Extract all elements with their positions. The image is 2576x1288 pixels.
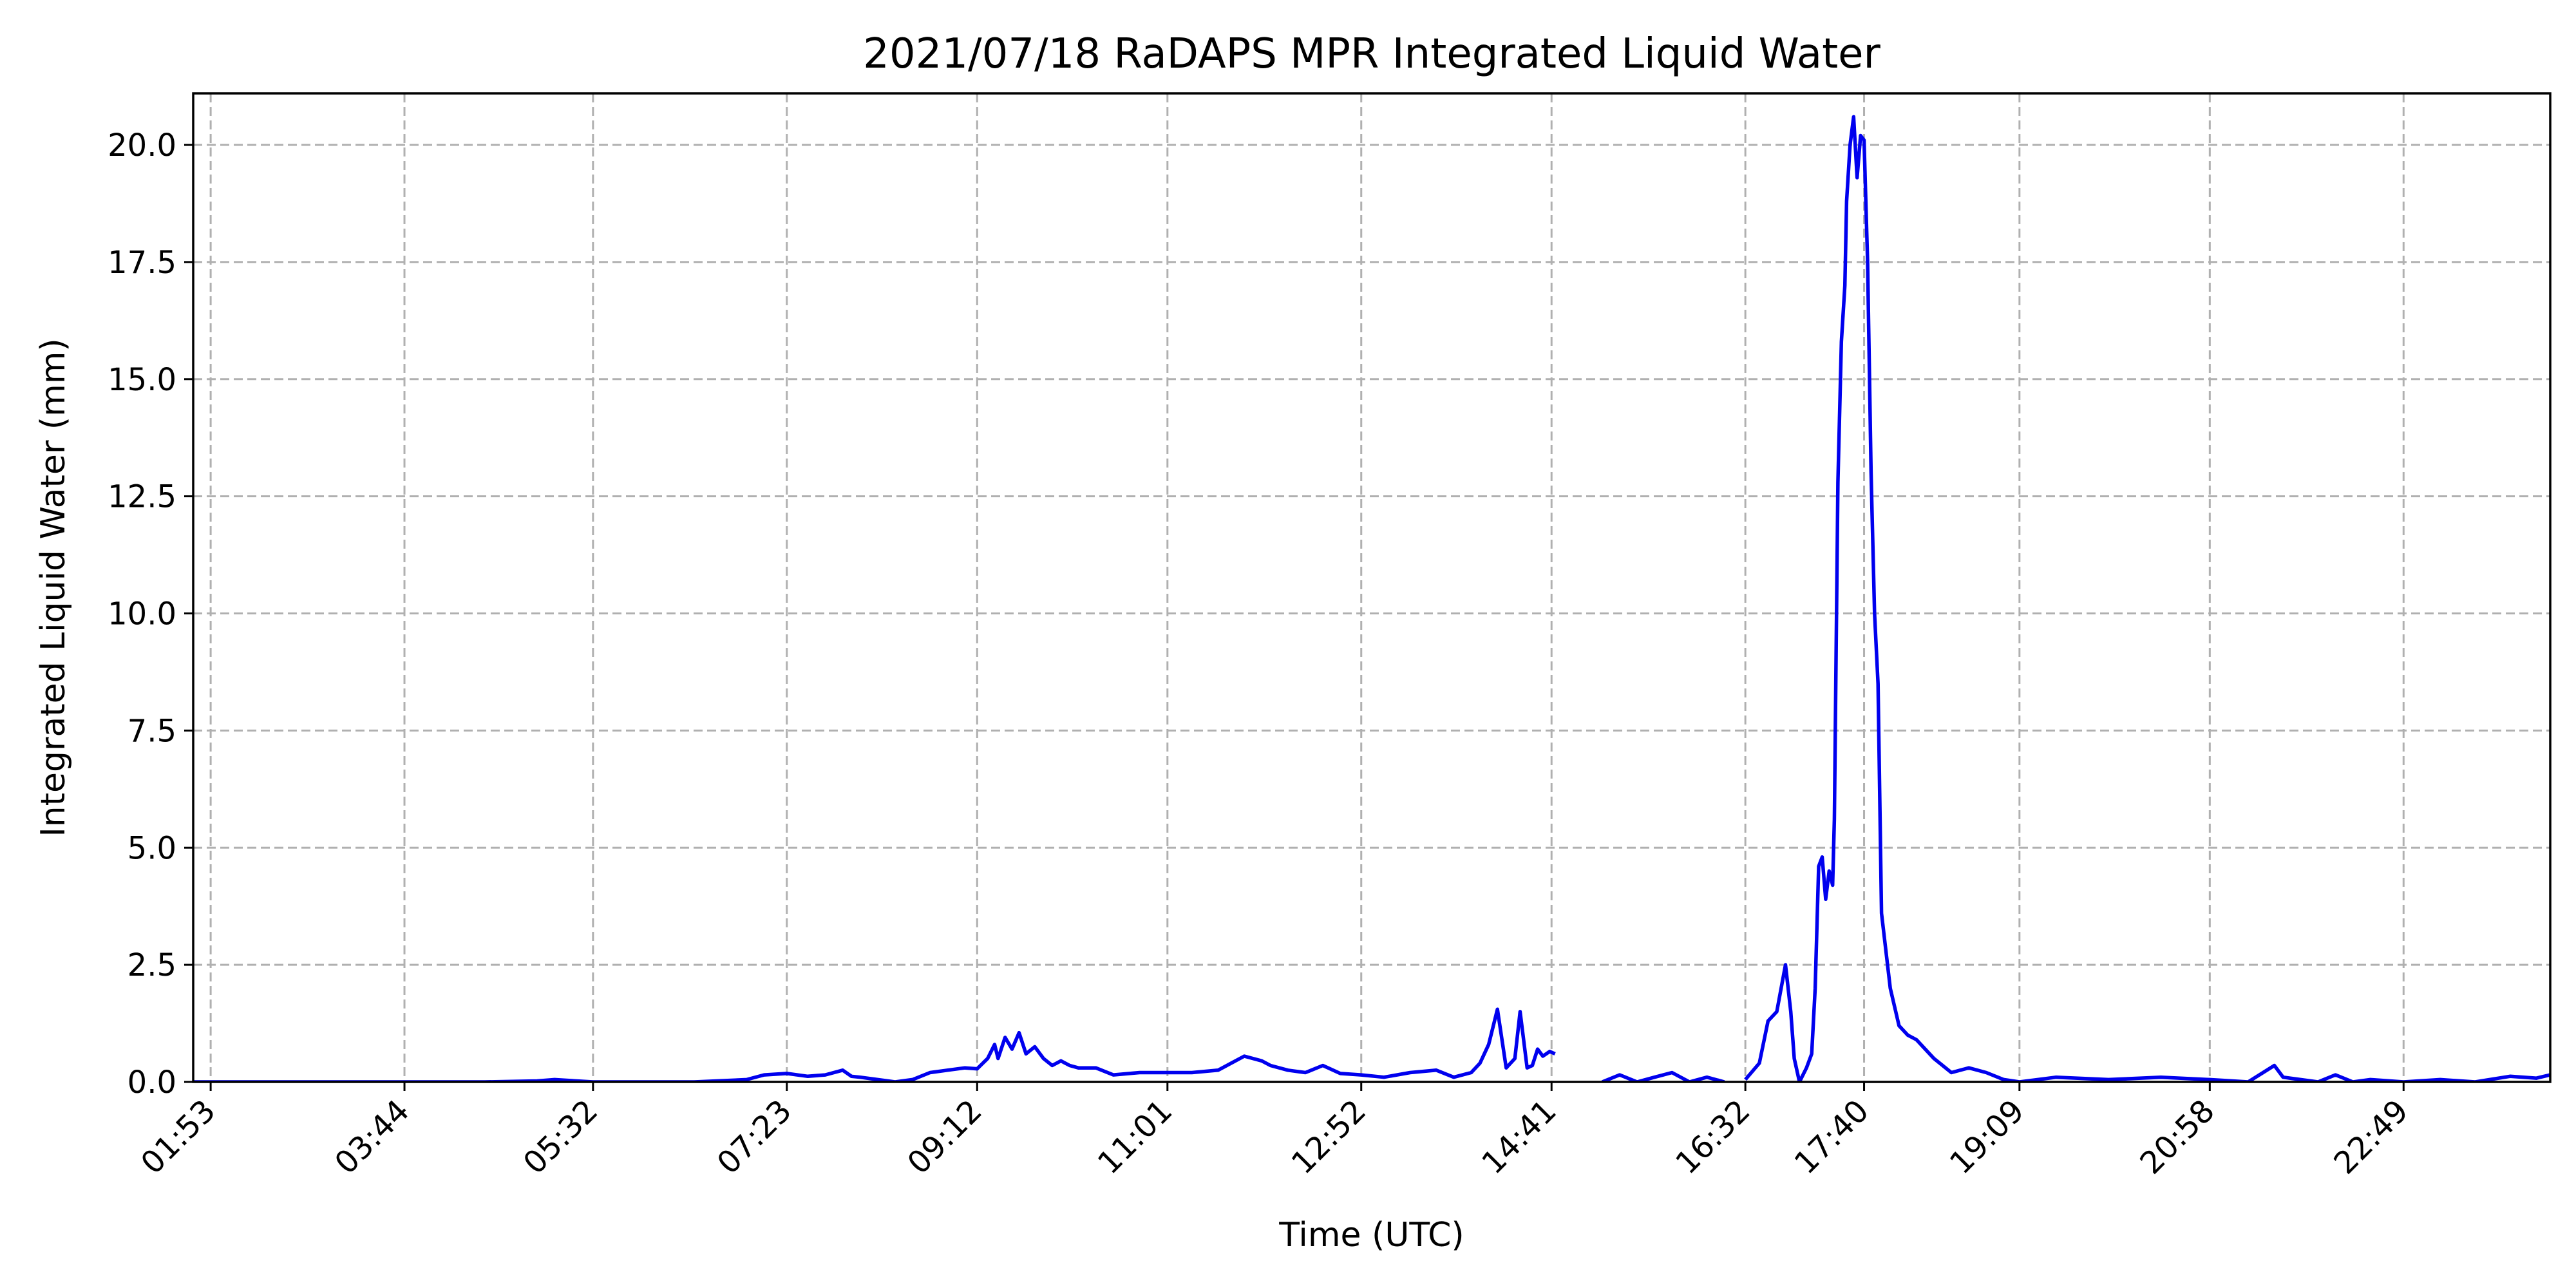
- y-tick-label: 17.5: [108, 245, 176, 281]
- y-gridlines: [193, 144, 2550, 966]
- x-tick-label: 03:44: [328, 1093, 416, 1181]
- x-tick-label: 17:40: [1788, 1093, 1876, 1181]
- series-layer: [193, 115, 2550, 1082]
- x-tick-label: 09:12: [900, 1093, 989, 1181]
- y-tick-label: 10.0: [108, 596, 176, 632]
- y-tick-label: 7.5: [128, 713, 176, 749]
- x-tick-label: 22:49: [2327, 1093, 2415, 1181]
- x-tick-label: 12:52: [1285, 1093, 1373, 1181]
- x-tick-label: 11:01: [1091, 1093, 1179, 1181]
- x-gridlines: [209, 93, 2405, 1082]
- ilw-series-line: [1601, 1070, 1725, 1082]
- x-axis-label: Time (UTC): [1278, 1216, 1464, 1255]
- y-tick-label: 5.0: [128, 830, 176, 866]
- x-tick-label: 14:41: [1475, 1093, 1563, 1181]
- y-axis-label: Integrated Liquid Water (mm): [34, 338, 73, 837]
- x-tick-label: 01:53: [134, 1093, 222, 1181]
- y-axis-ticks: 0.0 2.5 5.0 7.5 10.0 12.5 15.0 17.5 20.0: [108, 128, 193, 1101]
- x-tick-label: 19:09: [1943, 1093, 2031, 1181]
- x-tick-label: 20:58: [2133, 1093, 2221, 1181]
- y-tick-label: 0.0: [128, 1065, 176, 1101]
- ilw-series-line: [193, 1007, 1556, 1082]
- y-tick-label: 12.5: [108, 479, 176, 515]
- y-tick-label: 2.5: [128, 947, 176, 983]
- ilw-series-line: [1744, 115, 2550, 1082]
- y-tick-label: 20.0: [108, 128, 176, 164]
- chart-title: 2021/07/18 RaDAPS MPR Integrated Liquid …: [863, 30, 1880, 78]
- plot-frame: [192, 92, 2552, 1083]
- x-axis-ticks: 01:53 03:44 05:32 07:23 09:12 11:01 12:52 14:41…: [134, 1082, 2416, 1181]
- x-tick-label: 05:32: [516, 1093, 605, 1181]
- x-tick-label: 07:23: [710, 1093, 799, 1181]
- y-tick-label: 15.0: [108, 362, 176, 398]
- x-tick-label: 16:32: [1669, 1093, 1757, 1181]
